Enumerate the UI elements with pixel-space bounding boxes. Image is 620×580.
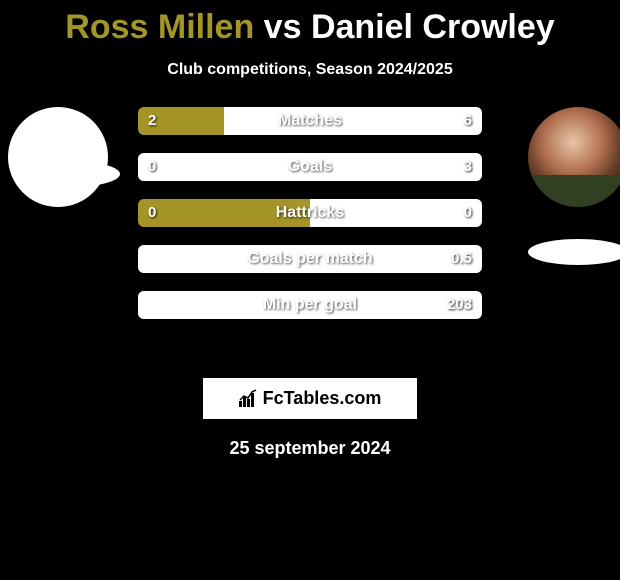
subtitle: Club competitions, Season 2024/2025 bbox=[0, 61, 620, 79]
stats-section: Matches26Goals03Hattricks00Goals per mat… bbox=[0, 107, 620, 367]
stat-row: Matches26 bbox=[138, 107, 482, 135]
chart-icon bbox=[239, 389, 259, 407]
title-vs: vs bbox=[264, 8, 302, 46]
stat-value-right: 203 bbox=[447, 291, 472, 319]
stat-row: Goals03 bbox=[138, 153, 482, 181]
stat-value-left: 0 bbox=[148, 153, 156, 181]
page-title: Ross Millen vs Daniel Crowley bbox=[0, 0, 620, 47]
player1-club-chip bbox=[20, 161, 120, 187]
title-player2: Daniel Crowley bbox=[311, 8, 555, 46]
date: 25 september 2024 bbox=[0, 438, 620, 459]
stat-value-right: 3 bbox=[464, 153, 472, 181]
stat-row: Hattricks00 bbox=[138, 199, 482, 227]
stat-row: Goals per match0.5 bbox=[138, 245, 482, 273]
player2-avatar bbox=[528, 107, 620, 207]
title-player1: Ross Millen bbox=[65, 8, 254, 46]
stat-value-right: 6 bbox=[464, 107, 472, 135]
stat-value-left: 2 bbox=[148, 107, 156, 135]
stat-value-left: 0 bbox=[148, 199, 156, 227]
stat-value-right: 0.5 bbox=[451, 245, 472, 273]
stat-row: Min per goal203 bbox=[138, 291, 482, 319]
player1-avatar bbox=[8, 107, 108, 207]
logo-text: FcTables.com bbox=[263, 388, 382, 408]
source-logo: FcTables.com bbox=[202, 377, 418, 420]
stat-value-right: 0 bbox=[464, 199, 472, 227]
player2-club-chip bbox=[528, 239, 620, 265]
stat-bars: Matches26Goals03Hattricks00Goals per mat… bbox=[138, 107, 482, 337]
